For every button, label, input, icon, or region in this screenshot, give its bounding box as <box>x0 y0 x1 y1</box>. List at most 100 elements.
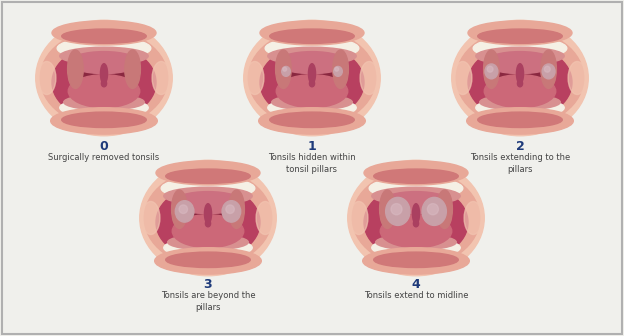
Ellipse shape <box>51 108 157 134</box>
Ellipse shape <box>364 185 468 260</box>
Ellipse shape <box>456 30 583 126</box>
Ellipse shape <box>374 252 458 267</box>
Ellipse shape <box>473 37 567 59</box>
Ellipse shape <box>152 61 170 94</box>
Text: Tonsils extending to the
pillars: Tonsils extending to the pillars <box>470 153 570 174</box>
Text: Surgically removed tonsils: Surgically removed tonsils <box>49 153 160 162</box>
Ellipse shape <box>333 50 348 88</box>
Ellipse shape <box>142 202 160 235</box>
Text: Tonsils hidden within
tonsil pillars: Tonsils hidden within tonsil pillars <box>268 153 356 174</box>
Ellipse shape <box>276 52 348 74</box>
Ellipse shape <box>541 50 557 88</box>
Ellipse shape <box>259 108 365 134</box>
Ellipse shape <box>62 112 146 127</box>
Ellipse shape <box>57 37 151 59</box>
Ellipse shape <box>60 98 148 118</box>
Text: 0: 0 <box>100 140 109 153</box>
Ellipse shape <box>454 61 472 94</box>
Ellipse shape <box>244 20 380 136</box>
Ellipse shape <box>256 202 275 235</box>
Ellipse shape <box>517 80 523 87</box>
Ellipse shape <box>163 238 252 258</box>
Ellipse shape <box>391 204 402 215</box>
Ellipse shape <box>276 50 291 88</box>
Ellipse shape <box>468 45 572 120</box>
Ellipse shape <box>246 61 264 94</box>
Ellipse shape <box>464 202 482 235</box>
Ellipse shape <box>222 201 241 222</box>
Ellipse shape <box>422 197 446 225</box>
Ellipse shape <box>52 45 156 120</box>
Ellipse shape <box>64 94 144 110</box>
Ellipse shape <box>62 29 146 43</box>
Ellipse shape <box>260 45 364 120</box>
Ellipse shape <box>452 20 588 136</box>
Ellipse shape <box>485 64 498 79</box>
Ellipse shape <box>181 186 235 239</box>
Ellipse shape <box>276 75 348 108</box>
Ellipse shape <box>229 190 245 228</box>
Ellipse shape <box>175 201 194 222</box>
Ellipse shape <box>205 204 212 223</box>
Ellipse shape <box>125 50 140 88</box>
Ellipse shape <box>60 47 148 65</box>
Ellipse shape <box>265 37 359 59</box>
Ellipse shape <box>268 98 356 118</box>
Ellipse shape <box>517 64 524 84</box>
Ellipse shape <box>468 21 572 45</box>
Ellipse shape <box>68 75 140 108</box>
Ellipse shape <box>544 66 550 72</box>
Ellipse shape <box>310 80 314 87</box>
Ellipse shape <box>52 21 156 45</box>
Ellipse shape <box>363 248 469 274</box>
Text: Tonsils are beyond the
pillars: Tonsils are beyond the pillars <box>161 291 255 312</box>
Ellipse shape <box>281 67 290 76</box>
Text: 3: 3 <box>203 278 212 291</box>
Text: Tonsils extend to midline: Tonsils extend to midline <box>364 291 468 300</box>
Ellipse shape <box>166 169 250 183</box>
Ellipse shape <box>156 161 260 185</box>
Ellipse shape <box>478 29 562 43</box>
Ellipse shape <box>475 47 564 65</box>
Text: 1: 1 <box>308 140 316 153</box>
Ellipse shape <box>484 52 556 74</box>
Ellipse shape <box>226 205 235 213</box>
Ellipse shape <box>179 205 188 213</box>
Ellipse shape <box>101 80 107 87</box>
Ellipse shape <box>271 94 353 110</box>
Ellipse shape <box>37 61 56 94</box>
Ellipse shape <box>248 30 376 126</box>
Ellipse shape <box>283 67 286 71</box>
Ellipse shape <box>380 192 452 214</box>
Ellipse shape <box>364 161 468 185</box>
Ellipse shape <box>140 160 276 276</box>
Ellipse shape <box>369 177 463 199</box>
Ellipse shape <box>349 202 368 235</box>
Ellipse shape <box>270 112 354 127</box>
Ellipse shape <box>268 47 356 65</box>
Ellipse shape <box>478 112 562 127</box>
Ellipse shape <box>77 46 131 99</box>
Ellipse shape <box>376 235 456 250</box>
Ellipse shape <box>156 185 260 260</box>
Ellipse shape <box>161 177 255 199</box>
Ellipse shape <box>36 20 172 136</box>
Ellipse shape <box>437 190 452 228</box>
Ellipse shape <box>372 238 460 258</box>
Ellipse shape <box>334 67 343 76</box>
Ellipse shape <box>379 190 395 228</box>
Ellipse shape <box>389 186 443 239</box>
Ellipse shape <box>348 160 484 276</box>
Ellipse shape <box>155 248 261 274</box>
Ellipse shape <box>493 46 547 99</box>
Ellipse shape <box>480 94 560 110</box>
Ellipse shape <box>172 215 244 248</box>
Ellipse shape <box>41 30 168 126</box>
Ellipse shape <box>260 21 364 45</box>
Ellipse shape <box>484 75 556 108</box>
Ellipse shape <box>270 29 354 43</box>
Ellipse shape <box>412 204 419 223</box>
Ellipse shape <box>380 215 452 248</box>
Ellipse shape <box>374 169 458 183</box>
Ellipse shape <box>542 64 555 79</box>
